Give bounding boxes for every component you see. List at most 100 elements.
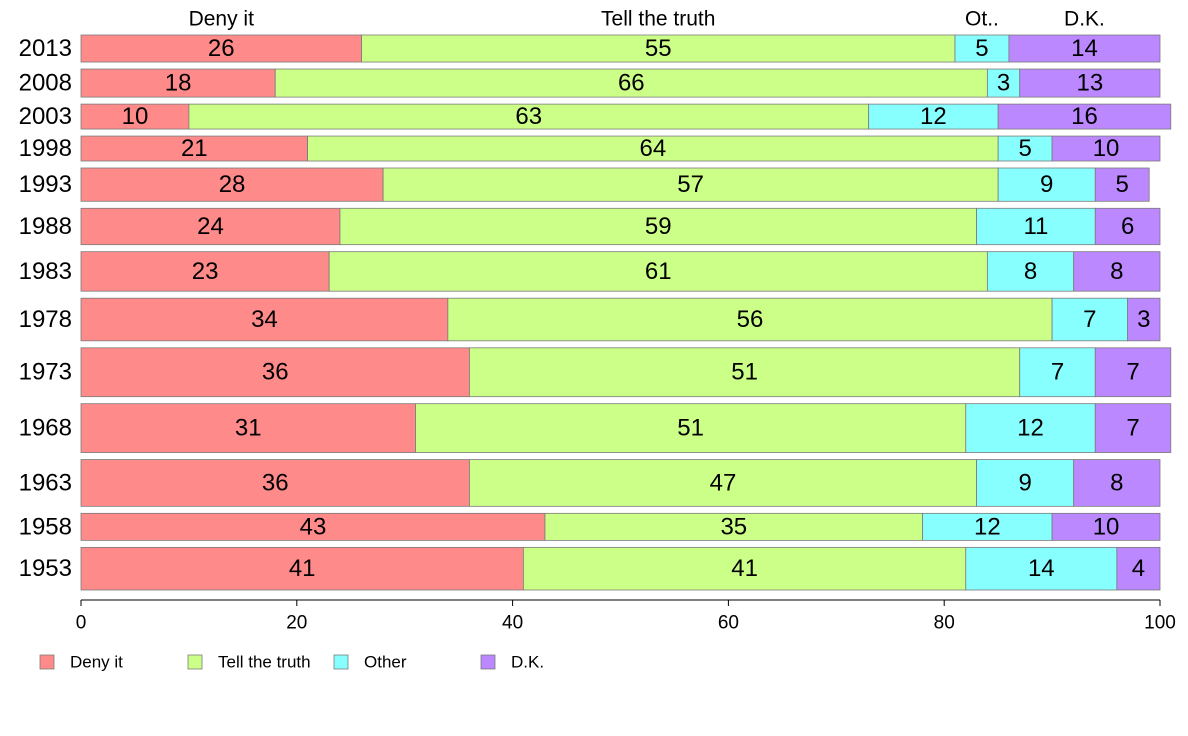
top-label-other: Ot..: [965, 8, 999, 31]
legend-swatch-tell-the-truth: [187, 654, 203, 670]
data-label: 35: [720, 513, 747, 540]
data-label: 64: [640, 135, 667, 162]
bar-tell-the-truth-1993: [382, 167, 999, 202]
data-label: 43: [300, 513, 327, 540]
data-label: 14: [1071, 35, 1098, 62]
category-label-1953: 1953: [19, 555, 72, 582]
data-label: 56: [737, 306, 764, 333]
data-label: 57: [677, 171, 704, 198]
bar-d-k--1993: [1094, 167, 1150, 202]
top-label-tell-the-truth: Tell the truth: [601, 8, 715, 31]
data-label: 9: [1040, 171, 1053, 198]
bar-tell-the-truth-2008: [274, 68, 988, 98]
data-label: 12: [920, 103, 947, 130]
bar-other-1963: [976, 459, 1075, 507]
bar-d-k--1983: [1073, 251, 1161, 292]
category-label-1993: 1993: [19, 171, 72, 198]
bar-d-k--1973: [1094, 347, 1172, 398]
bar-d-k--1998: [1051, 135, 1161, 162]
data-label: 47: [710, 469, 737, 496]
data-label: 3: [997, 70, 1010, 97]
data-label: 7: [1083, 306, 1096, 333]
bar-other-1983: [986, 251, 1075, 292]
data-label: 41: [289, 555, 316, 582]
data-label: 8: [1110, 469, 1123, 496]
bar-other-2013: [954, 34, 1010, 63]
bar-other-1993: [997, 167, 1096, 202]
bar-d-k--2008: [1019, 68, 1161, 98]
bar-other-1968: [965, 403, 1096, 453]
bar-deny-it-2003: [80, 103, 190, 130]
bar-deny-it-1988: [80, 207, 341, 246]
bar-tell-the-truth-1953: [522, 546, 967, 591]
bar-tell-the-truth-1963: [469, 459, 977, 507]
bar-deny-it-1998: [80, 135, 308, 162]
bar-tell-the-truth-1968: [415, 403, 967, 453]
bar-tell-the-truth-1998: [307, 135, 999, 162]
data-label: 10: [1093, 135, 1120, 162]
data-label: 5: [1018, 135, 1031, 162]
data-label: 41: [731, 555, 758, 582]
x-tick-label: 0: [76, 613, 87, 634]
data-label: 7: [1126, 415, 1139, 442]
bar-deny-it-1983: [80, 251, 330, 292]
legend: Deny it Tell the truth Other D.K.: [39, 653, 544, 672]
data-label: 16: [1071, 103, 1098, 130]
data-label: 51: [677, 415, 704, 442]
category-label-1968: 1968: [19, 415, 72, 442]
category-label-1958: 1958: [19, 513, 72, 540]
bar-d-k--1953: [1116, 546, 1161, 591]
bar-other-1953: [965, 546, 1118, 591]
data-label: 36: [262, 359, 289, 386]
category-label-1998: 1998: [19, 135, 72, 162]
data-label: 12: [1017, 415, 1044, 442]
legend-swatch-other: [333, 654, 349, 670]
bar-other-1958: [922, 512, 1053, 541]
bar-deny-it-1953: [80, 546, 524, 591]
legend-swatch-d-k-: [480, 654, 496, 670]
bar-deny-it-1978: [80, 297, 449, 342]
data-label: 11: [1023, 213, 1048, 240]
data-label: 14: [1028, 555, 1055, 582]
data-label: 61: [645, 258, 672, 285]
data-label: 10: [1093, 513, 1120, 540]
legend-swatch-deny-it: [39, 654, 55, 670]
data-label: 21: [181, 135, 208, 162]
bar-deny-it-1993: [80, 167, 384, 202]
category-label-2003: 2003: [19, 103, 72, 130]
x-tick-label: 80: [934, 613, 955, 634]
data-label: 6: [1121, 213, 1134, 240]
bar-d-k--2013: [1008, 34, 1161, 63]
data-label: 59: [645, 213, 672, 240]
data-label: 18: [165, 70, 192, 97]
data-label: 36: [262, 469, 289, 496]
data-label: 34: [251, 306, 278, 333]
data-label: 13: [1077, 70, 1104, 97]
category-labels: 2013 2008 2003 1998 1993 1988 1983 1978 1973 1968…: [19, 35, 72, 582]
top-label-d-k-: D.K.: [1064, 8, 1105, 31]
category-label-1973: 1973: [19, 359, 72, 386]
category-label-1963: 1963: [19, 469, 72, 496]
bar-d-k--1968: [1094, 403, 1172, 453]
bar-d-k--2003: [997, 103, 1172, 130]
x-tick-label: 40: [502, 613, 523, 634]
x-axis: 0 20 40 60 80 100: [76, 599, 1176, 634]
data-label: 5: [1116, 171, 1129, 198]
data-label: 51: [731, 359, 758, 386]
bar-d-k--1988: [1094, 207, 1161, 246]
category-label-1978: 1978: [19, 306, 72, 333]
bar-deny-it-2008: [80, 68, 276, 98]
legend-label-d-k-: D.K.: [511, 653, 544, 672]
bar-tell-the-truth-1958: [544, 512, 924, 541]
data-label: 24: [197, 213, 224, 240]
bar-d-k--1978: [1127, 297, 1161, 342]
data-label: 9: [1018, 469, 1031, 496]
data-label: 31: [235, 415, 262, 442]
x-tick-label: 20: [286, 613, 307, 634]
bar-other-1978: [1051, 297, 1129, 342]
bar-deny-it-2013: [80, 34, 362, 63]
bar-tell-the-truth-1988: [339, 207, 977, 246]
bar-tell-the-truth-1973: [469, 347, 1021, 398]
